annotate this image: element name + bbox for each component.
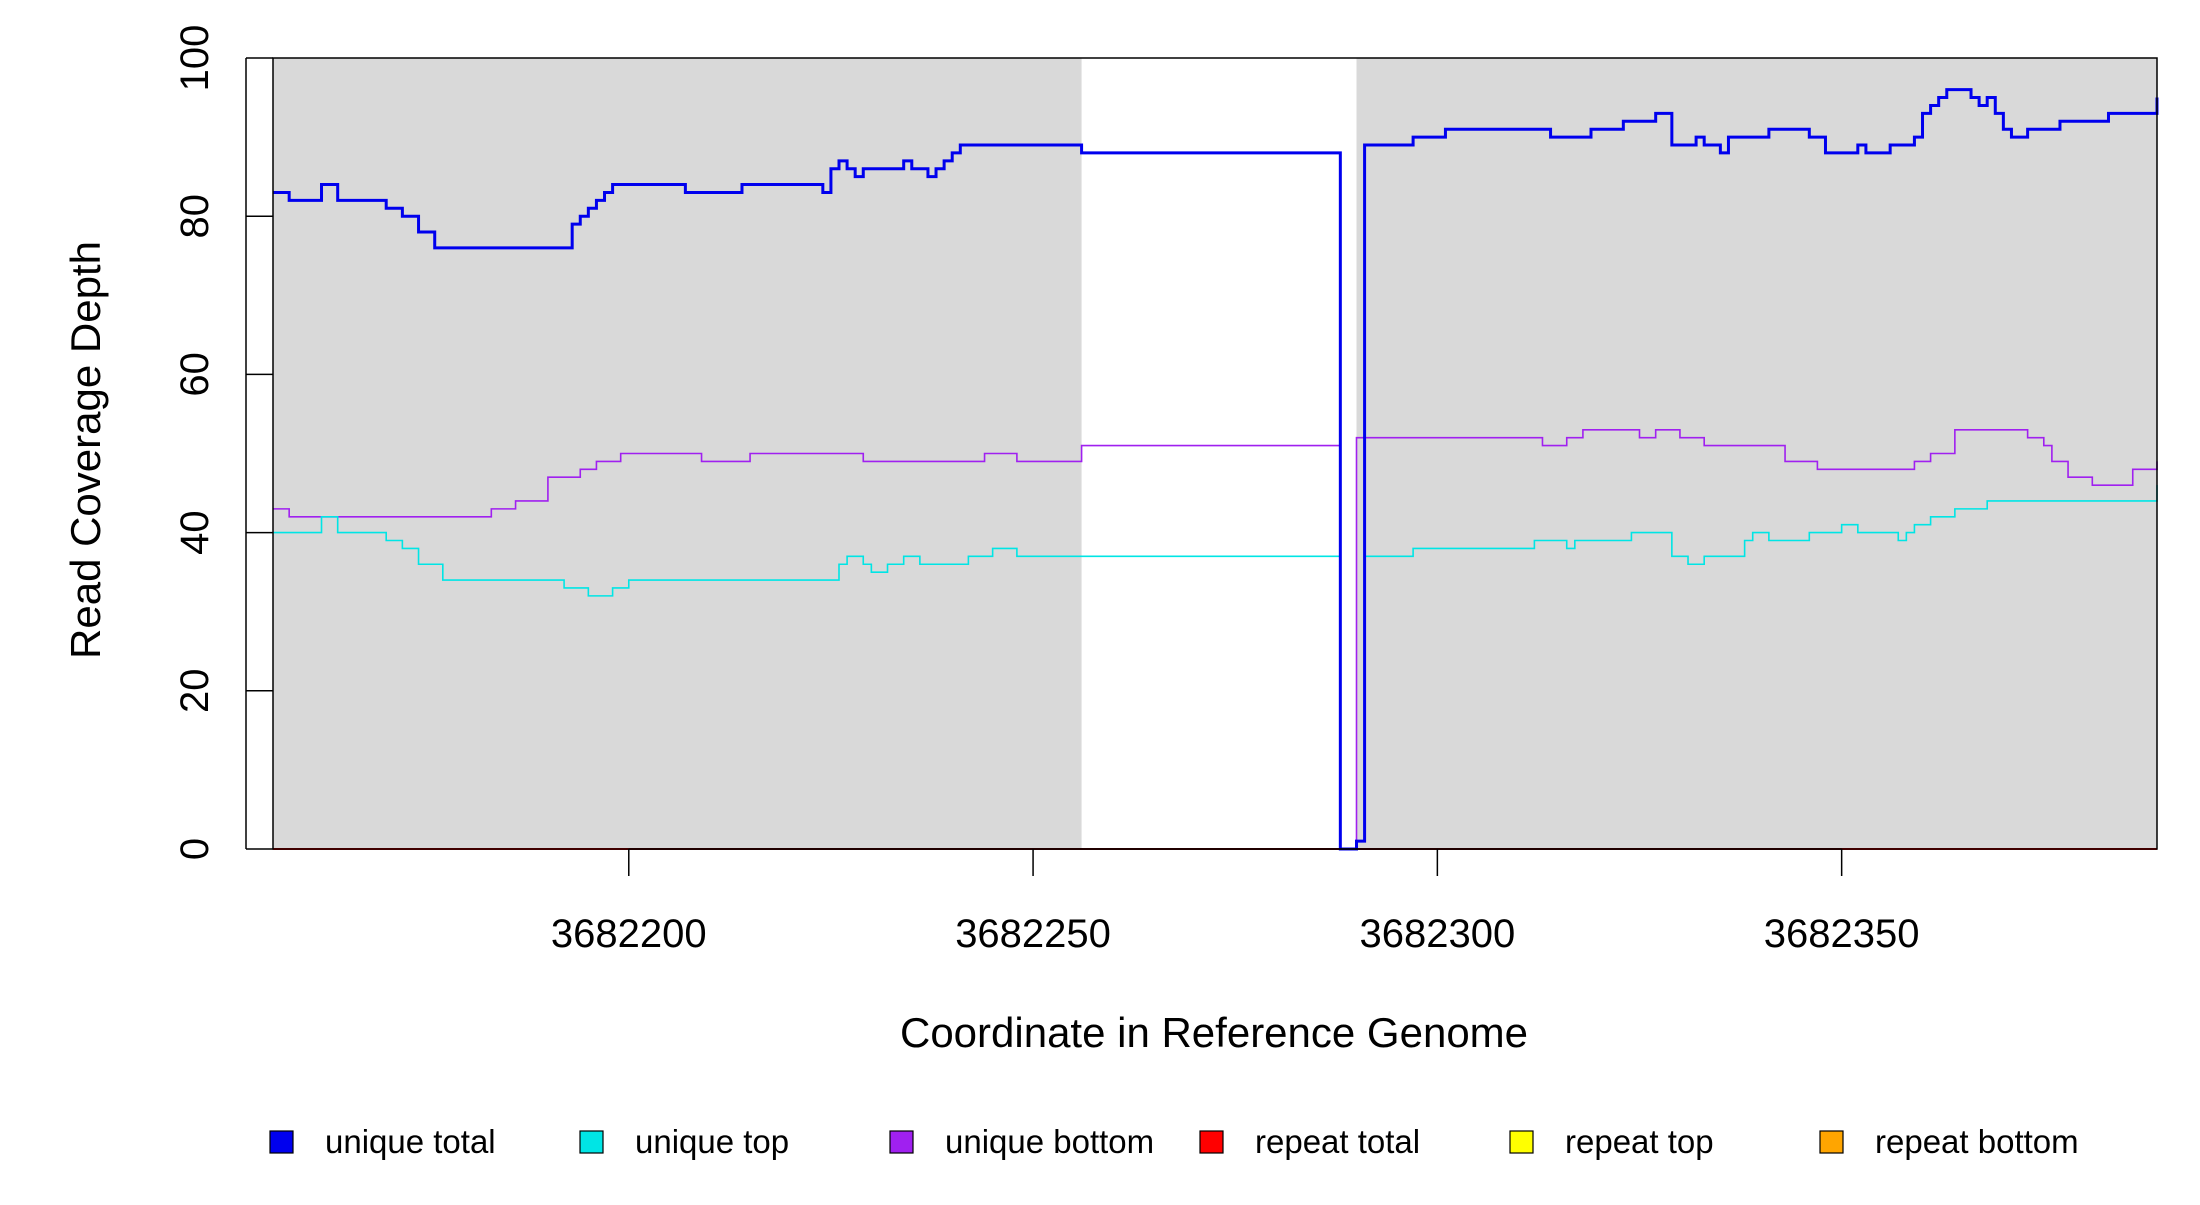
legend-label: unique total [325,1123,496,1160]
legend-swatch [1509,1130,1534,1154]
x-axis: 3682200 3682250 3682300 3682350 [551,848,1920,956]
x-axis-label: Coordinate in Reference Genome [900,1009,1528,1056]
y-axis-label: Read Coverage Depth [62,241,109,659]
y-tick-label: 60 [173,352,217,397]
y-tick-label: 20 [173,669,217,714]
legend-label: repeat top [1565,1123,1714,1160]
y-tick-label: 40 [173,510,217,555]
x-tick-label: 3682300 [1359,912,1515,956]
legend: unique total unique top unique bottom repea… [269,1123,2079,1160]
series-unique-bottom-line [273,428,2158,850]
x-tick-label: 3682250 [955,912,1111,956]
legend-swatch [269,1130,294,1154]
shaded-regions [273,58,2157,849]
x-tick-label: 3682350 [1764,912,1920,956]
shaded-region-2 [1356,58,2157,849]
legend-label: unique bottom [945,1123,1154,1160]
legend-swatch [1819,1130,1844,1154]
y-tick-label: 100 [173,25,217,92]
series-unique-total-line [273,88,2159,851]
legend-swatch [889,1130,914,1154]
y-tick-label: 80 [173,194,217,239]
x-tick-label: 3682200 [551,912,707,956]
legend-swatch [1199,1130,1224,1154]
y-tick-label: 0 [173,838,217,860]
legend-label: repeat total [1255,1123,1420,1160]
y-axis: 0 20 40 60 80 100 [173,25,273,860]
legend-label: repeat bottom [1875,1123,2079,1160]
legend-swatch [579,1130,604,1154]
legend-label: unique top [635,1123,789,1160]
